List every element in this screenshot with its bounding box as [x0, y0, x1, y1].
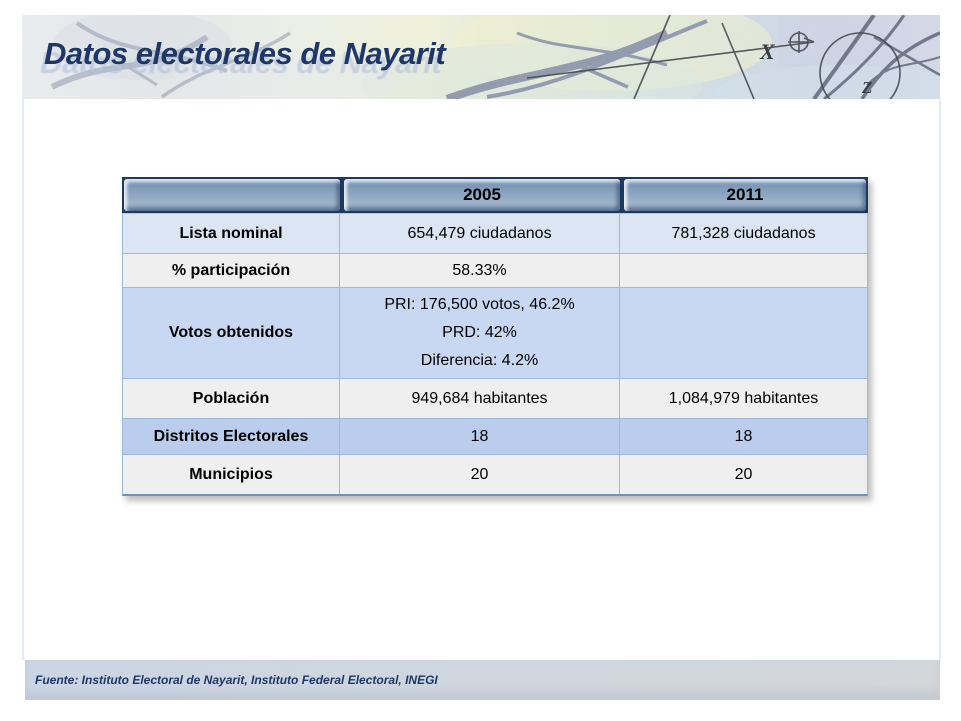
- page-title: Datos electorales de Nayarit: [44, 36, 446, 71]
- slide-right-border: [939, 99, 941, 660]
- table-row-participacion: % participación 58.33%: [123, 254, 867, 288]
- footer-bar: Fuente: Instituto Electoral de Nayarit, …: [25, 660, 940, 700]
- cell-2011: 781,328 ciudadanos: [620, 214, 867, 254]
- row-label: Población: [123, 379, 340, 419]
- slide-left-border: [22, 99, 24, 660]
- row-label: Municipios: [123, 455, 340, 494]
- table-row-distritos: Distritos Electorales 18 18: [123, 419, 867, 455]
- cell-2005: 949,684 habitantes: [340, 379, 620, 419]
- row-label: Lista nominal: [123, 214, 340, 254]
- cell-2011: 18: [620, 419, 867, 455]
- electoral-data-table: 2005 2011 Lista nominal 654,479 ciudadan…: [122, 177, 868, 496]
- table-row-votos-obtenidos: Votos obtenidos PRI: 176,500 votos, 46.2…: [123, 288, 867, 379]
- header-cell-2011: 2011: [624, 179, 866, 211]
- header-cell-blank: [124, 179, 340, 211]
- cell-2005: 654,479 ciudadanos: [340, 214, 620, 254]
- table-row-lista-nominal: Lista nominal 654,479 ciudadanos 781,328…: [123, 214, 867, 254]
- cell-2011: [620, 254, 867, 288]
- cell-2005: 18: [340, 419, 620, 455]
- cell-2011: 1,084,979 habitantes: [620, 379, 867, 419]
- row-label: Distritos Electorales: [123, 419, 340, 455]
- header-decoration-image: X Z: [22, 15, 940, 99]
- row-label: Votos obtenidos: [123, 288, 340, 379]
- cell-2005: 20: [340, 455, 620, 494]
- slide-header: X Z: [22, 15, 940, 99]
- cell-2005: 58.33%: [340, 254, 620, 288]
- cell-2005: PRI: 176,500 votos, 46.2% PRD: 42% Difer…: [340, 288, 620, 379]
- cell-2011: 20: [620, 455, 867, 494]
- table-header-row: 2005 2011: [122, 177, 868, 213]
- table-row-poblacion: Población 949,684 habitantes 1,084,979 h…: [123, 379, 867, 419]
- table-row-municipios: Municipios 20 20: [123, 455, 867, 494]
- row-label: % participación: [123, 254, 340, 288]
- footer-source-text: Fuente: Instituto Electoral de Nayarit, …: [35, 672, 438, 687]
- header-cell-2005: 2005: [344, 179, 620, 211]
- cell-2011: [620, 288, 867, 379]
- table-body: Lista nominal 654,479 ciudadanos 781,328…: [122, 213, 868, 496]
